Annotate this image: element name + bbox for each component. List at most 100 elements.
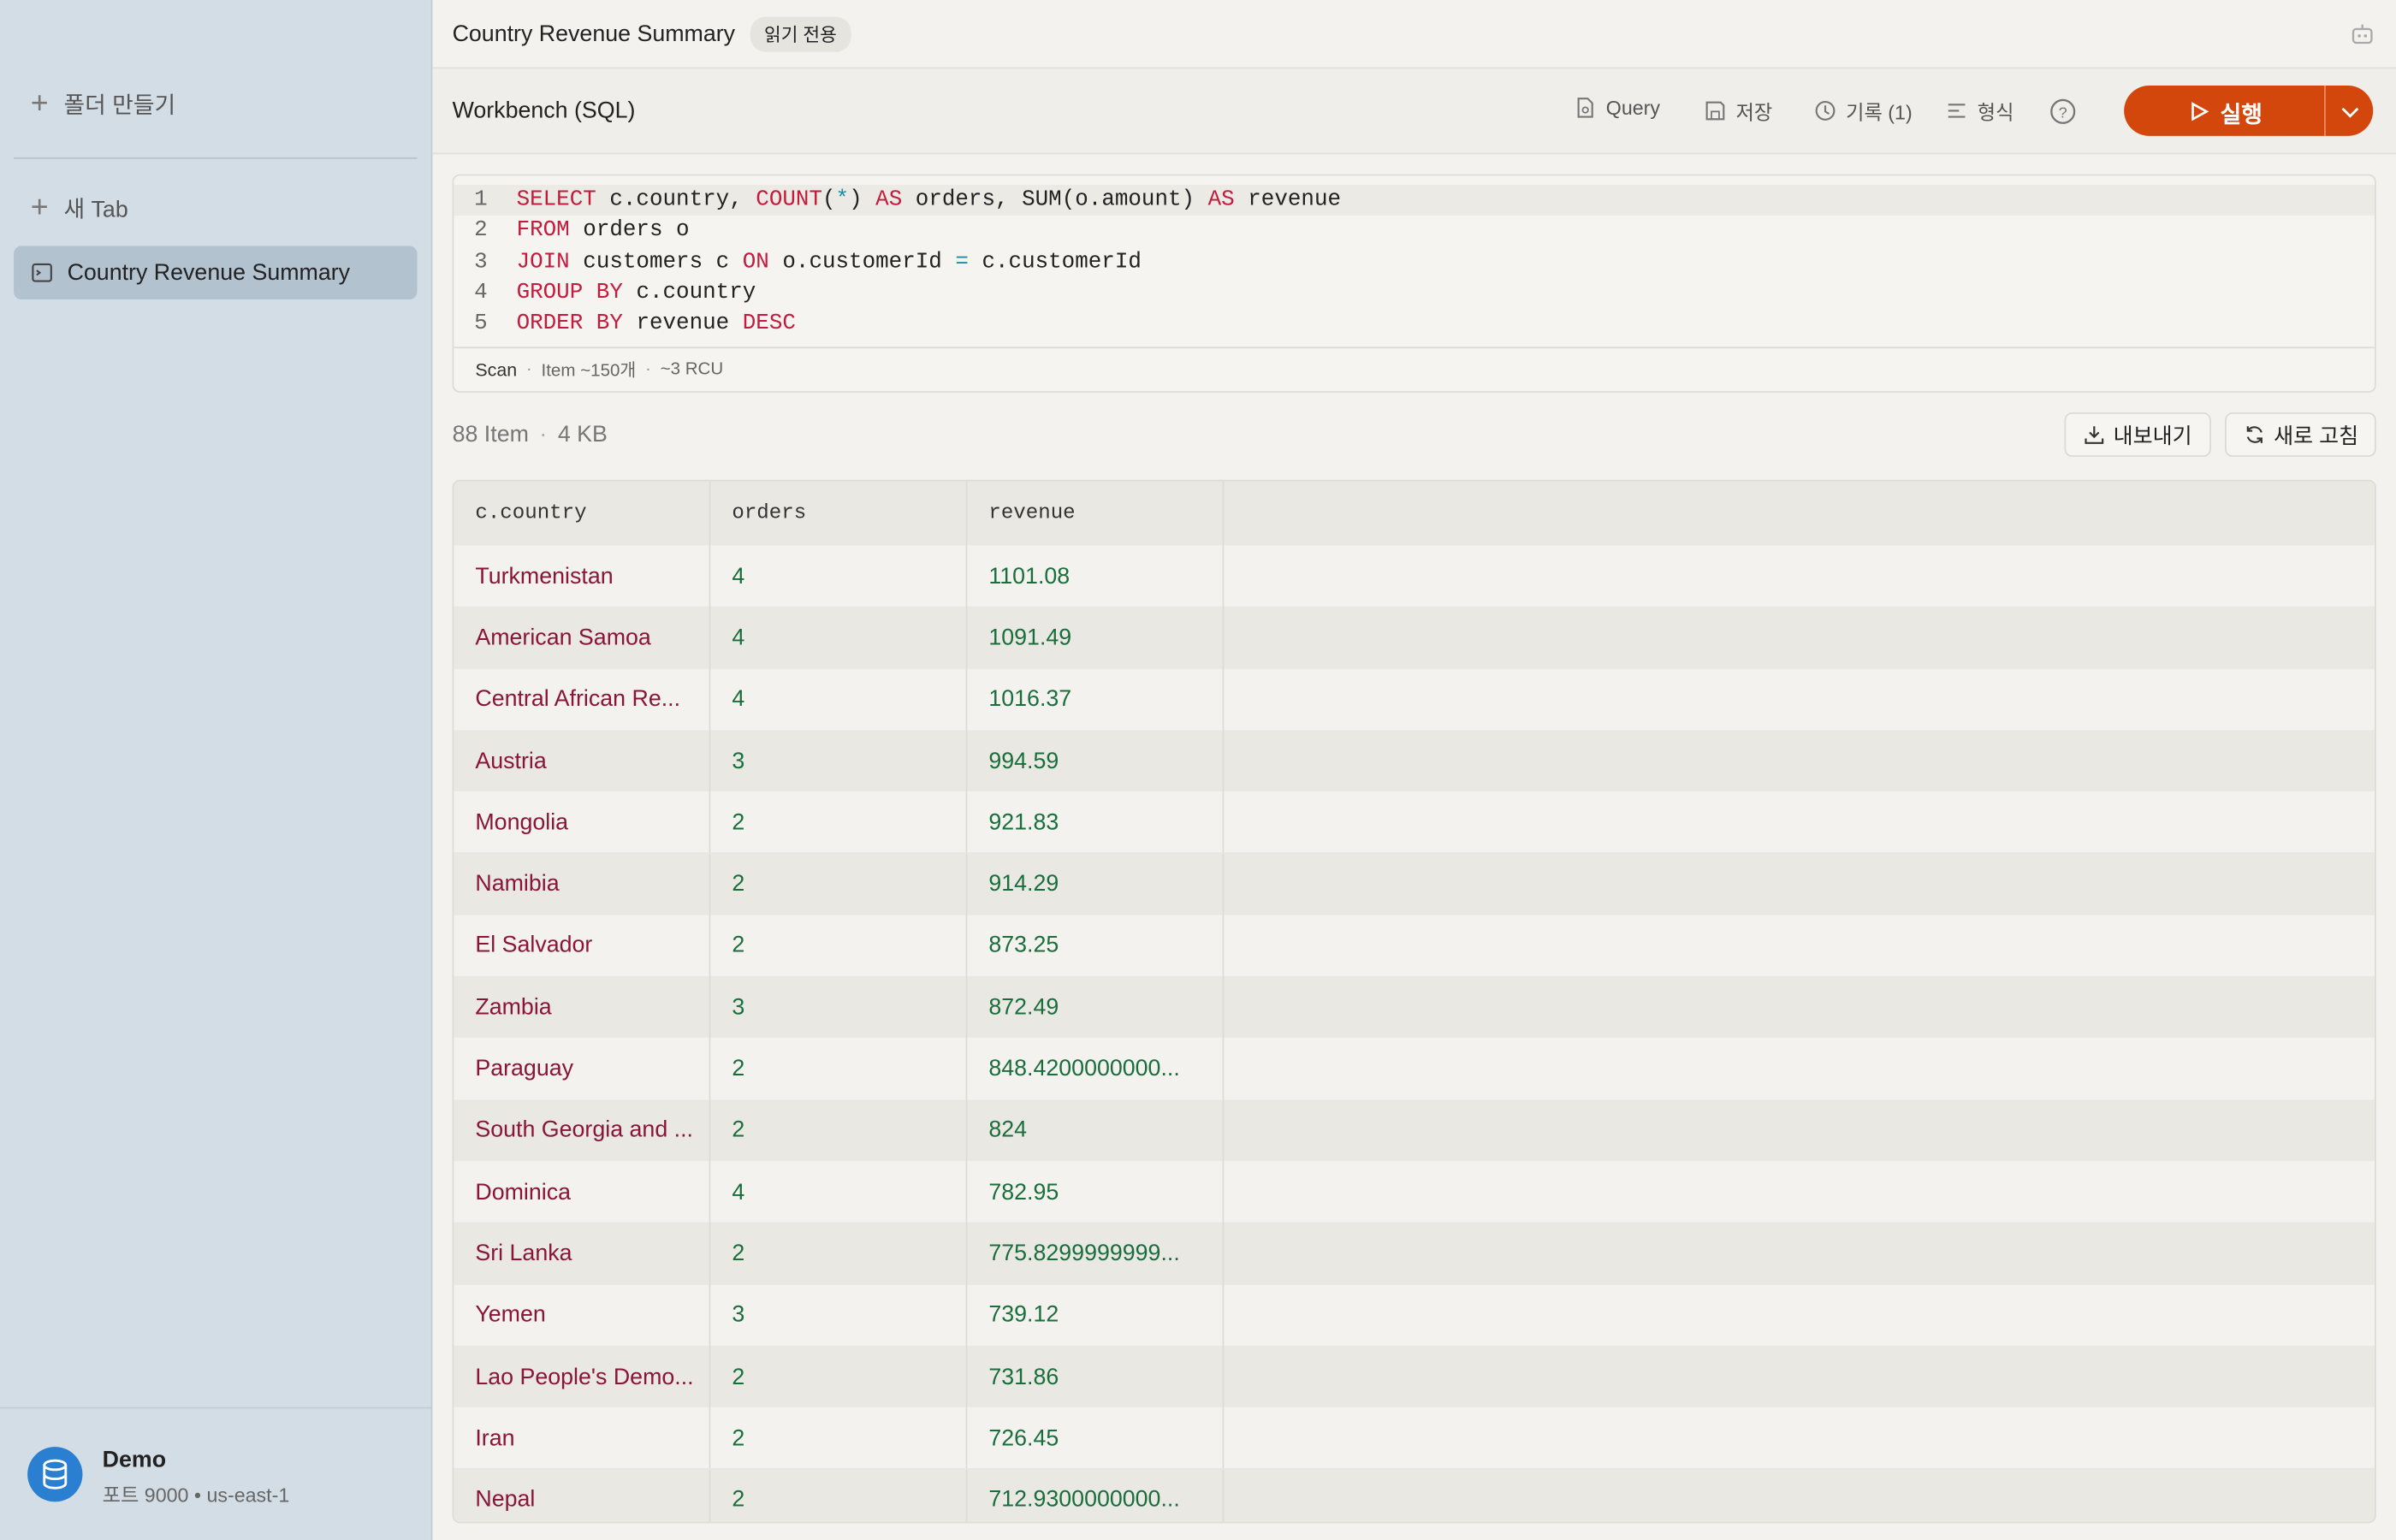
code-token: c.customerId (968, 250, 1142, 275)
code-text: SELECT c.country, COUNT(*) AS orders, SU… (517, 185, 1341, 216)
column-header[interactable]: revenue (967, 481, 1225, 546)
new-tab-button[interactable]: + 새 Tab (31, 191, 128, 226)
connection-detail: 포트 9000 • us-east-1 (102, 1483, 290, 1507)
table-row: American Samoa 4 1091.49 (454, 607, 2375, 671)
table-cell: 2 (710, 853, 968, 915)
table-cell: 2 (710, 1099, 968, 1162)
help-icon[interactable]: ? (2049, 98, 2077, 125)
table-cell: Yemen (454, 1284, 711, 1347)
action-button[interactable]: 내보내기 (2064, 412, 2211, 457)
code-token: ON (742, 250, 769, 275)
tab-icon (31, 261, 54, 284)
code-token: * (835, 187, 850, 213)
table-cell: 739.12 (967, 1284, 1225, 1347)
code-token: customers c (569, 250, 743, 275)
button-label: 저장 (1735, 100, 1773, 124)
table-cell: 872.49 (967, 976, 1225, 1039)
table-cell: 2 (710, 1468, 968, 1522)
page-title: Country Revenue Summary (452, 21, 736, 47)
table-cell: 4 (710, 545, 968, 607)
line-number: 4 (474, 281, 488, 305)
connection-icon (27, 1447, 83, 1502)
table-cell: 2 (710, 1346, 968, 1407)
separator: · (539, 421, 548, 448)
button-label: Query (1605, 96, 1661, 120)
action-button[interactable]: 새로 고침 (2224, 412, 2377, 457)
table-row: Iran 2 726.45 (454, 1407, 2375, 1471)
code-text: JOIN customers c ON o.customerId = c.cus… (517, 247, 1142, 278)
separator: · (525, 360, 532, 379)
summary-item: 88 Item (452, 421, 529, 448)
table-cell: 4 (710, 1161, 968, 1223)
button-icon (2243, 424, 2266, 447)
code-line: 2 FROM orders o (454, 216, 2375, 246)
table-cell: 1016.37 (967, 668, 1225, 731)
table-row: Austria 3 994.59 (454, 730, 2375, 794)
table-cell: 4 (710, 607, 968, 669)
table-cell: 914.29 (967, 853, 1225, 915)
toolbar: Workbench (SQL) Query 저장 기록 (1) 형식 ? 실행 (432, 68, 2396, 155)
table-cell: 3 (710, 976, 968, 1039)
table-row: Zambia 3 872.49 (454, 976, 2375, 1040)
table-cell: Sri Lanka (454, 1223, 711, 1285)
code-token: orders, SUM(o.amount) (902, 187, 1208, 213)
label: 폴더 만들기 (63, 92, 176, 120)
table-cell: 2 (710, 1407, 968, 1469)
table-row: South Georgia and ... 2 824 (454, 1099, 2375, 1163)
create-folder-button[interactable]: + 폴더 만들기 (31, 87, 175, 122)
code-token: o.customerId (768, 250, 956, 275)
code-token: DESC (742, 311, 796, 337)
table-cell: Turkmenistan (454, 545, 711, 607)
code-text: ORDER BY revenue DESC (517, 309, 796, 340)
table-row: Namibia 2 914.29 (454, 853, 2375, 917)
label: 새 Tab (63, 197, 128, 223)
table-row: Lao People's Demo... 2 731.86 (454, 1346, 2375, 1409)
button-icon (2083, 424, 2106, 447)
button-icon (1704, 99, 1727, 122)
toolbar-title: Workbench (SQL) (452, 98, 636, 124)
code-line: 4 GROUP BY c.country (454, 278, 2375, 309)
toolbar-button[interactable]: 저장 (1704, 96, 1772, 125)
table-cell: El Salvador (454, 915, 711, 977)
table-cell: Lao People's Demo... (454, 1346, 711, 1407)
line-number: 3 (474, 250, 488, 275)
bot-icon[interactable] (2350, 21, 2375, 46)
table-cell: 2 (710, 1038, 968, 1100)
toolbar-button[interactable]: 기록 (1) (1814, 96, 1913, 125)
column-header[interactable]: c.country (454, 481, 711, 546)
code-token: SELECT (516, 187, 596, 213)
table-cell: Central African Re... (454, 668, 711, 731)
code-text: GROUP BY c.country (517, 278, 756, 309)
connection-name: Demo (102, 1447, 167, 1473)
run-button[interactable]: 실행 (2124, 85, 2374, 136)
table-cell: 921.83 (967, 791, 1225, 854)
table-cell: 1091.49 (967, 607, 1225, 669)
table-row: El Salvador 2 873.25 (454, 915, 2375, 979)
main: Country Revenue Summary 읽기 전용 Workbench … (432, 0, 2396, 1540)
button-label: 새로 고침 (2274, 422, 2359, 447)
table-cell: 782.95 (967, 1161, 1225, 1223)
table-cell: Namibia (454, 853, 711, 915)
column-header[interactable]: orders (710, 481, 968, 546)
button-label: 형식 (1977, 100, 2014, 124)
table-cell: 4 (710, 668, 968, 731)
table-cell: 3 (710, 730, 968, 792)
tab[interactable]: Country Revenue Summary (14, 246, 418, 299)
code-token: AS (875, 187, 903, 213)
dropdown-icon[interactable] (2340, 101, 2361, 122)
table-row: Dominica 4 782.95 (454, 1161, 2375, 1224)
line-number: 1 (474, 187, 488, 213)
toolbar-button[interactable]: Query (1574, 96, 1660, 119)
toolbar-button[interactable]: 형식 (1945, 96, 2013, 125)
code-text: FROM orders o (517, 216, 690, 246)
table-cell: 731.86 (967, 1346, 1225, 1407)
header-row: c.country orders revenue (454, 481, 2375, 548)
button-icon (1574, 96, 1597, 119)
table-cell: Nepal (454, 1468, 711, 1522)
tab-label: Country Revenue Summary (67, 259, 351, 286)
table-cell: 2 (710, 915, 968, 977)
code-token: c.country, (596, 187, 756, 213)
sql-editor[interactable]: 1 SELECT c.country, COUNT(*) AS orders, S… (452, 174, 2376, 393)
code-token: GROUP BY (516, 281, 623, 305)
table-cell: 873.25 (967, 915, 1225, 977)
